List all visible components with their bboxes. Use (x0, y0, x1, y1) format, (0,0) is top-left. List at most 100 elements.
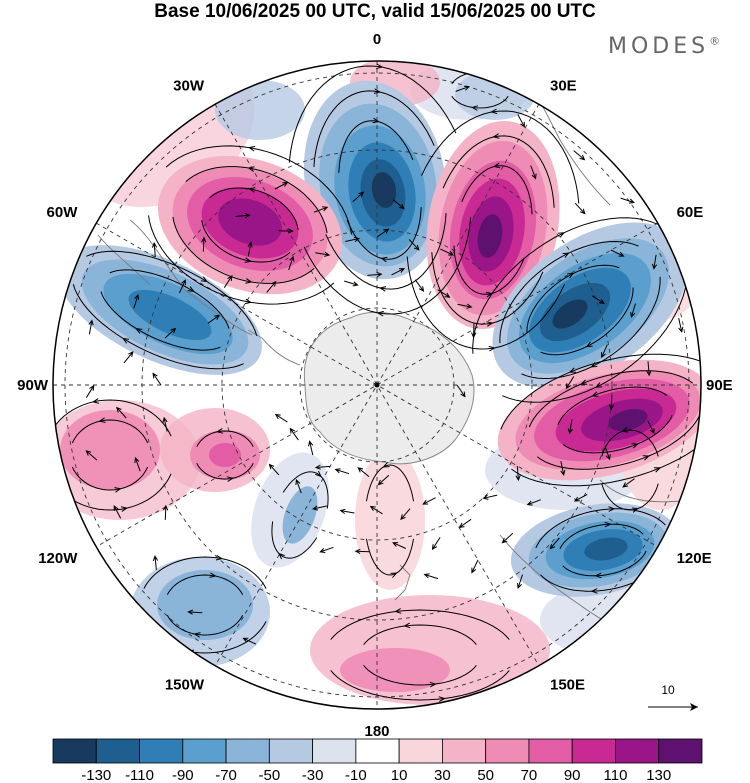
wind-vector (622, 478, 635, 488)
colorbar-swatch (571, 738, 616, 764)
streamline (499, 240, 639, 344)
colorbar-tick-label: -110 (125, 767, 154, 783)
streamline-arrowhead (594, 572, 602, 579)
brand-logo: MODES® (608, 34, 720, 59)
wind-vector (319, 546, 334, 553)
wind-vector (162, 504, 169, 520)
streamline (196, 462, 254, 480)
streamline-arrowhead (631, 443, 639, 449)
colorbar-tick-label: -130 (81, 767, 111, 783)
streamline-arrowhead (200, 276, 208, 283)
wind-vector (312, 505, 328, 511)
streamline-arrowhead (315, 470, 322, 478)
wind-vector (455, 85, 470, 92)
streamline (196, 430, 254, 448)
colorbar-tick-label: -50 (258, 767, 280, 783)
wind-vector (423, 573, 439, 580)
streamline-arrowhead (244, 257, 252, 263)
streamline (338, 120, 414, 173)
wind-vector (235, 212, 251, 219)
colorbar: -130 -110 -90 -70 -50 -30 -10 10 30 50 70 90 110 130 (52, 738, 703, 783)
lon-label-90w: 90W (17, 377, 49, 394)
streamline-arrowhead (653, 467, 662, 473)
wind-vector (560, 461, 566, 477)
colorbar-tick-label: -70 (215, 767, 237, 783)
wind-vector (151, 241, 158, 258)
streamline (201, 220, 291, 263)
wind-vector (178, 279, 186, 294)
streamline (330, 670, 510, 701)
colorbar-swatch (355, 738, 400, 764)
wind-vector (266, 280, 277, 293)
streamline-arrowhead (403, 622, 411, 629)
lon-label-120e: 120E (677, 550, 712, 567)
reference-vector-label: 10 (661, 683, 675, 697)
wind-vector (134, 456, 141, 472)
streamline (442, 135, 555, 208)
streamline (100, 291, 221, 351)
streamline (86, 250, 258, 336)
streamline (540, 287, 634, 356)
streamline (535, 508, 666, 549)
wind-vector (414, 279, 425, 293)
streamline (282, 471, 329, 509)
lon-label-150e: 150E (550, 677, 585, 694)
lon-label-120w: 120W (38, 550, 78, 567)
wind-vector (647, 420, 655, 435)
streamline (562, 550, 647, 577)
streamline-arrowhead (620, 427, 629, 433)
streamline-arrowhead (376, 310, 384, 317)
streamline-arrowhead (557, 232, 566, 238)
colorbar-swatch (182, 738, 227, 764)
streamline-arrowhead (378, 286, 387, 292)
wind-vector (471, 559, 479, 574)
lon-label-180: 180 (364, 723, 389, 740)
streamline-arrowhead (376, 63, 384, 70)
streamline-arrowhead (382, 462, 390, 468)
colorbar-tick-label: 130 (646, 767, 671, 783)
wind-vector (223, 274, 233, 288)
streamline (511, 410, 701, 487)
lon-label-90e: 90E (706, 377, 733, 394)
streamline (601, 429, 659, 457)
streamline (557, 386, 668, 425)
streamline (472, 217, 658, 354)
wind-vector (440, 248, 455, 256)
wind-vector (352, 191, 365, 202)
streamline (453, 245, 525, 295)
wind-vector (392, 199, 405, 210)
streamline-arrowhead (590, 588, 598, 594)
south-pole-marker (374, 382, 380, 388)
wind-vector (482, 494, 498, 500)
streamline-arrowhead (380, 256, 388, 263)
wind-vector (295, 478, 302, 494)
wind-vector (630, 303, 636, 318)
streamline-arrowhead (390, 572, 398, 578)
streamline-arrowhead (278, 552, 285, 560)
wind-vector (565, 376, 575, 390)
wind-vector (152, 372, 162, 386)
streamline (363, 624, 477, 646)
wind-vector (392, 542, 407, 549)
streamline-arrowhead (373, 88, 382, 94)
streamline (209, 187, 299, 230)
streamline (500, 353, 701, 430)
colorbar-tick-label: -10 (345, 767, 367, 783)
streamline (346, 207, 422, 260)
streamline-arrowhead (122, 337, 130, 344)
streamline (72, 284, 244, 370)
lon-label-60e: 60E (677, 204, 704, 221)
wind-vector (369, 505, 383, 515)
wind-vector (344, 280, 359, 287)
colorbar-tick-label: 70 (521, 767, 538, 783)
wind-vector (400, 508, 411, 521)
wind-vector (391, 268, 406, 276)
colorbar-tick-label: -30 (302, 767, 324, 783)
streamline-arrowhead (248, 187, 256, 193)
streamline-arrowhead (567, 272, 575, 279)
wind-vector (357, 467, 370, 477)
streamline-arrowhead (490, 108, 498, 115)
wind-vector (367, 271, 383, 278)
streamline (537, 412, 701, 470)
